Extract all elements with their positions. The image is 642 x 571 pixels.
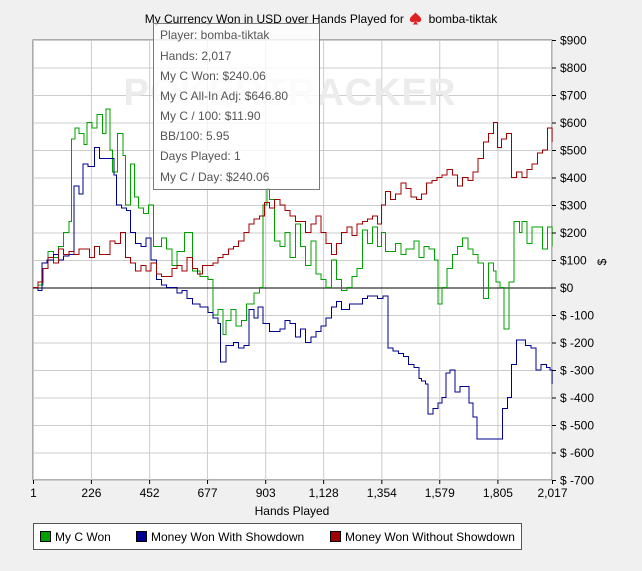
y-tick-label: $ -500 (560, 419, 594, 433)
x-tick-label: 1,579 (425, 486, 455, 500)
x-tick-label: 452 (140, 486, 160, 500)
legend-swatch-nonshowdown (330, 531, 341, 542)
chart-title-text: My Currency Won in USD over Hands Played… (144, 12, 404, 26)
y-tick-label: $700 (560, 89, 587, 103)
x-axis-label: Hands Played (255, 504, 330, 518)
y-tick-label: $500 (560, 144, 587, 158)
y-axis-label: $ (595, 258, 609, 265)
legend-item-nonshowdown[interactable]: Money Won Without Showdown (330, 530, 515, 544)
y-tick-label: $ -100 (560, 309, 594, 323)
tooltip-bb-100: BB/100: 5.95 (160, 129, 230, 143)
series-line-non-showdown (33, 122, 553, 288)
legend-label-showdown: Money Won With Showdown (151, 530, 305, 544)
legend-item-showdown[interactable]: Money Won With Showdown (136, 530, 304, 544)
legend-swatch-showdown (136, 531, 147, 542)
y-tick-label: $300 (560, 199, 587, 213)
x-axis: 1 226 452 677 903 1,128 1,354 1,579 1,805 2,017 (30, 480, 568, 500)
legend-item-won[interactable]: My C Won (40, 530, 111, 544)
x-tick-label: 903 (256, 486, 276, 500)
legend-label-nonshowdown: Money Won Without Showdown (345, 530, 515, 544)
x-tick-label: 226 (81, 486, 101, 500)
x-tick-label: 1,128 (309, 486, 339, 500)
y-tick-label: $ -300 (560, 364, 594, 378)
x-tick-label: 1,805 (483, 486, 513, 500)
tooltip-days-played: Days Played: 1 (160, 149, 241, 163)
y-tick-label: $ -200 (560, 336, 594, 350)
legend-swatch-won (40, 531, 51, 542)
series-line-showdown (33, 146, 553, 440)
y-tick-label: $0 (560, 281, 574, 295)
y-tick-label: $400 (560, 171, 587, 185)
y-tick-label: $200 (560, 226, 587, 240)
x-tick-label: 2,017 (537, 486, 567, 500)
y-tick-label: $800 (560, 61, 587, 75)
tooltip-hands: Hands: 2,017 (160, 49, 232, 63)
legend: My C Won Money Won With Showdown Money W… (33, 523, 522, 550)
series-group (33, 108, 553, 440)
tooltip-allin-adj: My C All-In Adj: $646.80 (160, 89, 289, 103)
x-tick-label: 677 (198, 486, 218, 500)
x-tick-label: 1 (30, 486, 37, 500)
x-tick-label: 1,354 (367, 486, 397, 500)
y-axis: $900 $800 $700 $600 $500 $400 $300 $200 $100 $0 $ … (552, 34, 594, 488)
tooltip-per-day: My C / Day: $240.06 (160, 170, 270, 184)
player-name: bomba-tiktak (428, 12, 498, 26)
y-tick-label: $ -400 (560, 391, 594, 405)
spade-icon (409, 12, 422, 28)
tooltip-player: Player: bomba-tiktak (160, 28, 270, 42)
tooltip-per-100: My C / 100: $11.90 (160, 109, 261, 123)
y-tick-label: $100 (560, 254, 587, 268)
legend-label-won: My C Won (55, 530, 111, 544)
y-tick-label: $600 (560, 116, 587, 130)
tooltip-won: My C Won: $240.06 (160, 69, 266, 83)
y-tick-label: $ -600 (560, 446, 594, 460)
chart-title: My Currency Won in USD over Hands Played… (0, 12, 642, 28)
y-tick-label: $ -700 (560, 474, 594, 488)
series-line-my-c-won (33, 108, 553, 335)
y-tick-label: $900 (560, 34, 587, 48)
stats-tooltip: Player: bomba-tiktak Hands: 2,017 My C W… (153, 23, 320, 190)
